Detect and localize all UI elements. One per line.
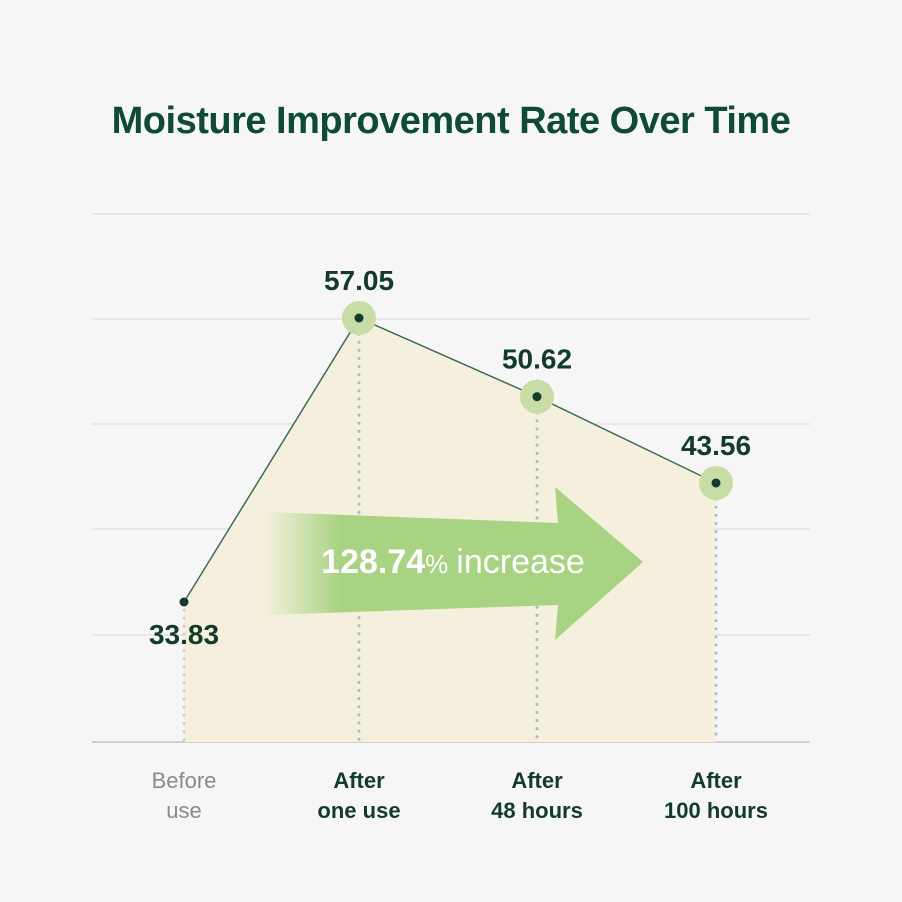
- value-label: 57.05: [324, 265, 394, 296]
- value-label: 33.83: [149, 619, 219, 650]
- x-tick-label-line: After: [511, 768, 563, 793]
- x-tick-label-line: one use: [317, 798, 401, 823]
- x-tick-label: Before use: [104, 766, 264, 826]
- x-tick-label-line: use: [166, 798, 202, 823]
- x-tick-label-line: 48 hours: [491, 798, 583, 823]
- increase-number: 128.74: [321, 543, 425, 581]
- x-tick-label: After 48 hours: [457, 766, 617, 826]
- increase-text: increase: [456, 543, 585, 581]
- x-tick-label-line: After: [333, 768, 385, 793]
- increase-percent: %: [425, 549, 448, 579]
- data-point: [354, 313, 364, 323]
- increase-arrow: [265, 487, 643, 640]
- value-label: 50.62: [502, 344, 572, 375]
- x-tick-label-line: Before: [151, 768, 217, 793]
- chart-title: Moisture Improvement Rate Over Time: [111, 100, 791, 142]
- x-tick-label: After 100 hours: [636, 766, 796, 826]
- increase-annotation: 128.74% increase: [321, 543, 585, 581]
- data-point: [711, 478, 721, 488]
- data-point: [179, 597, 189, 607]
- value-label: 43.56: [681, 430, 751, 461]
- x-tick-label-line: After: [690, 768, 742, 793]
- x-tick-label: After one use: [279, 766, 439, 826]
- series-line: [183, 317, 717, 603]
- data-point: [532, 392, 542, 402]
- x-tick-label-line: 100 hours: [664, 798, 768, 823]
